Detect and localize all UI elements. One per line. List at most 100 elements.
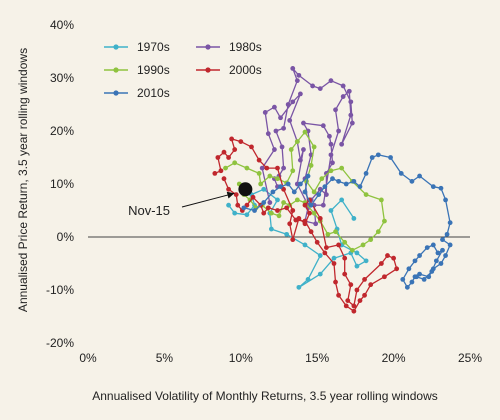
data-point — [343, 181, 349, 187]
data-point — [226, 186, 231, 192]
data-point — [273, 128, 279, 134]
data-point — [342, 255, 348, 261]
data-point — [328, 208, 334, 213]
data-point — [293, 217, 299, 223]
data-point — [272, 147, 277, 152]
data-point — [421, 277, 427, 282]
data-point — [328, 78, 334, 84]
data-point — [221, 149, 227, 155]
data-point — [382, 218, 387, 224]
data-point — [265, 205, 271, 211]
legend-swatch-marker — [113, 44, 119, 50]
data-point — [212, 171, 218, 176]
data-point — [311, 189, 317, 195]
data-point — [323, 245, 329, 251]
data-point — [221, 176, 227, 182]
data-point — [226, 155, 231, 160]
legend-label: 1990s — [137, 63, 170, 77]
data-point — [444, 231, 450, 237]
data-point — [302, 129, 308, 135]
data-point — [327, 133, 332, 139]
data-point — [302, 218, 308, 224]
data-point — [316, 192, 322, 198]
series-2010s — [241, 152, 453, 290]
data-point — [313, 221, 319, 227]
data-point — [305, 277, 311, 282]
data-point — [328, 152, 334, 158]
data-point — [290, 208, 296, 213]
data-point — [314, 239, 320, 245]
data-point — [288, 147, 294, 152]
data-point — [267, 200, 273, 205]
data-point — [440, 247, 445, 253]
x-tick-label: 25% — [458, 351, 482, 365]
data-point — [284, 205, 290, 211]
data-point — [398, 171, 404, 176]
data-point — [296, 72, 302, 78]
data-point — [267, 173, 273, 179]
data-point — [317, 216, 323, 221]
data-point — [241, 205, 247, 211]
data-point — [232, 160, 238, 166]
data-point — [354, 287, 360, 293]
series-line-2010s — [243, 154, 451, 289]
data-point — [336, 242, 341, 248]
data-point — [278, 115, 283, 121]
data-point — [339, 165, 345, 171]
data-point — [290, 66, 296, 71]
data-point — [322, 184, 328, 190]
data-point — [281, 125, 286, 131]
data-point — [232, 210, 238, 216]
data-point — [287, 221, 293, 227]
data-point — [424, 245, 430, 251]
data-point — [438, 185, 444, 191]
data-point — [438, 261, 444, 266]
data-point — [363, 258, 369, 264]
data-point — [320, 202, 326, 208]
data-point — [363, 171, 369, 176]
data-point — [317, 86, 323, 91]
data-point — [279, 144, 285, 150]
data-point — [333, 279, 338, 285]
data-point — [294, 78, 300, 84]
data-point — [302, 189, 308, 195]
data-point — [290, 237, 296, 243]
data-point — [382, 274, 387, 280]
data-point — [307, 210, 312, 216]
data-point — [215, 155, 221, 160]
data-point — [400, 277, 406, 282]
data-point — [354, 263, 360, 269]
data-point — [328, 168, 334, 174]
data-point — [357, 298, 363, 303]
data-point — [262, 110, 268, 115]
data-point — [218, 168, 224, 174]
data-point — [346, 88, 352, 94]
data-point — [294, 197, 300, 203]
data-point — [268, 210, 274, 216]
series-2000s — [212, 136, 400, 314]
data-point — [369, 155, 375, 160]
data-point — [310, 83, 316, 89]
data-point — [362, 292, 367, 298]
data-point — [285, 102, 291, 107]
data-point — [294, 139, 300, 145]
data-point — [447, 242, 453, 248]
y-axis-title: Annualised Price Return, 3.5 year rollin… — [16, 48, 30, 312]
data-point — [308, 163, 314, 168]
data-point — [320, 123, 326, 129]
data-point — [447, 220, 453, 226]
data-point — [351, 216, 357, 221]
legend-label: 1970s — [137, 40, 170, 54]
data-point — [244, 212, 250, 218]
data-point — [272, 104, 277, 110]
data-point — [265, 131, 271, 137]
data-point — [391, 255, 396, 261]
data-point — [235, 202, 241, 208]
legend-item-2010s: 2010s — [104, 86, 170, 100]
data-point — [336, 292, 341, 298]
annotation-marker — [238, 182, 253, 197]
legend-swatch-marker — [205, 67, 211, 73]
data-point — [333, 107, 338, 113]
y-tick-label: -20% — [46, 336, 74, 350]
